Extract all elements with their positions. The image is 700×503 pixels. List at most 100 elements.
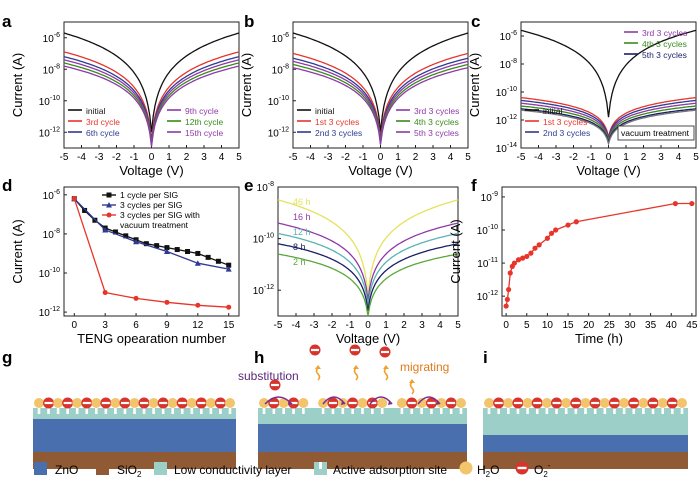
active-site [341, 408, 345, 414]
y-tick-label: 10-10 [496, 86, 517, 99]
sio2-label: SiO2 [117, 463, 142, 479]
active-site [282, 408, 285, 414]
legend-text: 3 cycles per SIG with [120, 210, 200, 220]
active-site [516, 408, 520, 414]
series-5th-3-cycles [292, 67, 469, 145]
o2-bar [368, 401, 377, 405]
y-tick-label: 10-8 [257, 181, 274, 194]
zno-layer [483, 435, 688, 452]
o2-label: O2- [534, 461, 551, 479]
active-site [272, 408, 276, 414]
x-axis-label: Time (h) [575, 331, 623, 346]
h2o-molecule [91, 398, 102, 408]
o2-bar [311, 348, 319, 352]
o2-bar [351, 348, 359, 352]
active-site [331, 408, 335, 414]
x-tick-label: -2 [569, 152, 578, 163]
bottom-legend: ZnO SiO2 Low conductivity layer Active a… [34, 461, 551, 479]
h2o-molecule [53, 398, 64, 408]
h2o-molecule [148, 398, 159, 408]
x-axis-label: Voltage (V) [348, 163, 412, 178]
legend-box [617, 125, 695, 141]
y-tick-label: 10-12 [253, 284, 274, 297]
active-site [603, 408, 607, 414]
o2-bar [533, 401, 542, 405]
x-tick-label: 3 [430, 152, 436, 163]
data-point [194, 260, 201, 266]
active-site [114, 408, 117, 414]
o2-bar [159, 401, 168, 405]
o2-bar [140, 401, 149, 405]
data-point [82, 207, 88, 213]
legend-text: 2nd 3 cycles [315, 128, 362, 138]
y-tick-label: 10-8 [272, 63, 289, 76]
data-point [71, 196, 77, 202]
h2o-molecule [167, 398, 178, 408]
active-site [593, 408, 597, 414]
y-tick-label: 10-12 [496, 114, 517, 127]
x-tick-label: -3 [324, 152, 333, 163]
legend-text: 5th 3 cycles [414, 128, 459, 138]
data-point [154, 243, 160, 249]
h2o-molecule [657, 398, 668, 408]
active-site [104, 408, 108, 414]
legend-marker [106, 192, 112, 198]
data-point [185, 249, 191, 254]
o2-bar [197, 401, 206, 405]
active-site [371, 408, 374, 414]
series-label: 8 h [293, 242, 306, 252]
o2-bar [381, 350, 389, 354]
chart-f: 0 5 10 15 20 25 30 35 40 45 10-9 10-10 10-11 10-12 Tim… [448, 186, 698, 346]
legend-text: 3 cycles per SIG [120, 200, 182, 210]
sio2-layer [483, 452, 688, 469]
y-tick-label: 10-12 [268, 126, 289, 139]
substitution-arrow [417, 396, 441, 405]
x-tick-label: 0 [149, 152, 155, 163]
legend-marker [106, 212, 112, 218]
legend-text: 12th cycle [185, 117, 224, 127]
active-site-label: Active adsorption site [333, 463, 447, 477]
h2o-molecule [677, 398, 687, 408]
h2o-icon [459, 461, 473, 475]
data-point [143, 241, 149, 247]
y-axis-label: Current (A) [239, 53, 254, 117]
x-tick-label: 2 [401, 320, 407, 331]
data-point [123, 233, 129, 239]
active-site [613, 408, 616, 414]
x-tick-label: 15 [223, 320, 235, 331]
x-tick-label: 20 [583, 320, 595, 331]
zno-layer [33, 419, 236, 452]
plot-frame [63, 186, 240, 317]
x-tick-label: -1 [130, 152, 139, 163]
plot-frame [501, 186, 697, 317]
active-site [302, 408, 305, 414]
active-site [190, 408, 194, 414]
x-tick-label: -4 [292, 320, 301, 331]
active-site [680, 408, 684, 414]
data-point [174, 247, 180, 253]
x-tick-label: 3 [201, 152, 207, 163]
legend-text: 3rd 3 cycles [642, 28, 687, 38]
active-site [292, 408, 295, 414]
x-axis-label: Voltage (V) [336, 331, 400, 346]
active-site [351, 408, 354, 414]
x-tick-label: -5 [274, 320, 283, 331]
series-line [73, 198, 229, 270]
h2o-molecule [259, 398, 269, 408]
legend-text: initial [543, 106, 562, 116]
o2-bar [629, 401, 638, 405]
o2-bar [348, 401, 357, 405]
active-site [75, 408, 79, 414]
x-tick-label: 5 [236, 152, 242, 163]
active-site [642, 408, 645, 414]
migrate-wave [409, 381, 415, 395]
y-tick-label: 10-6 [272, 32, 289, 45]
migrate-arrowhead [409, 379, 415, 383]
substitution-arrowhead [388, 401, 392, 405]
x-tick-label: 3 [658, 152, 664, 163]
legend-text: 5th 3 cycles [642, 50, 687, 60]
series-16-h [277, 222, 459, 301]
sio2-layer [258, 452, 467, 469]
data-point [226, 304, 232, 310]
x-tick-label: 9 [164, 320, 170, 331]
